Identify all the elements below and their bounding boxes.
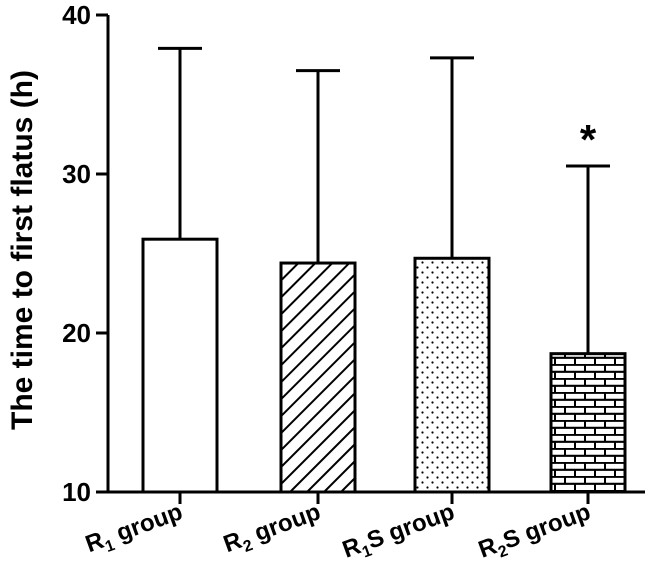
y-tick-label: 10 (62, 477, 91, 507)
y-axis: 10 20 30 40 (62, 0, 110, 507)
x-tick-label: R2S group (475, 498, 595, 567)
annotations: * (580, 116, 597, 163)
bar (413, 256, 491, 494)
bar (549, 352, 627, 494)
significance-asterisk: * (580, 116, 597, 163)
x-tick-labels: R1 group R2 group R1S group R2S group (82, 498, 595, 567)
bar (141, 237, 219, 494)
x-tick-label: R1S group (339, 498, 459, 567)
y-tick-label: 20 (62, 318, 91, 348)
bars (141, 237, 627, 494)
bar (279, 261, 357, 494)
y-axis-label: The time to first flatus (h) (6, 70, 39, 430)
x-axis (106, 490, 645, 504)
y-tick-label: 30 (62, 159, 91, 189)
y-tick-label: 40 (62, 0, 91, 30)
error-bars (158, 46, 610, 354)
x-tick-label: R2 group (220, 498, 325, 562)
x-tick-label: R1 group (82, 498, 187, 562)
